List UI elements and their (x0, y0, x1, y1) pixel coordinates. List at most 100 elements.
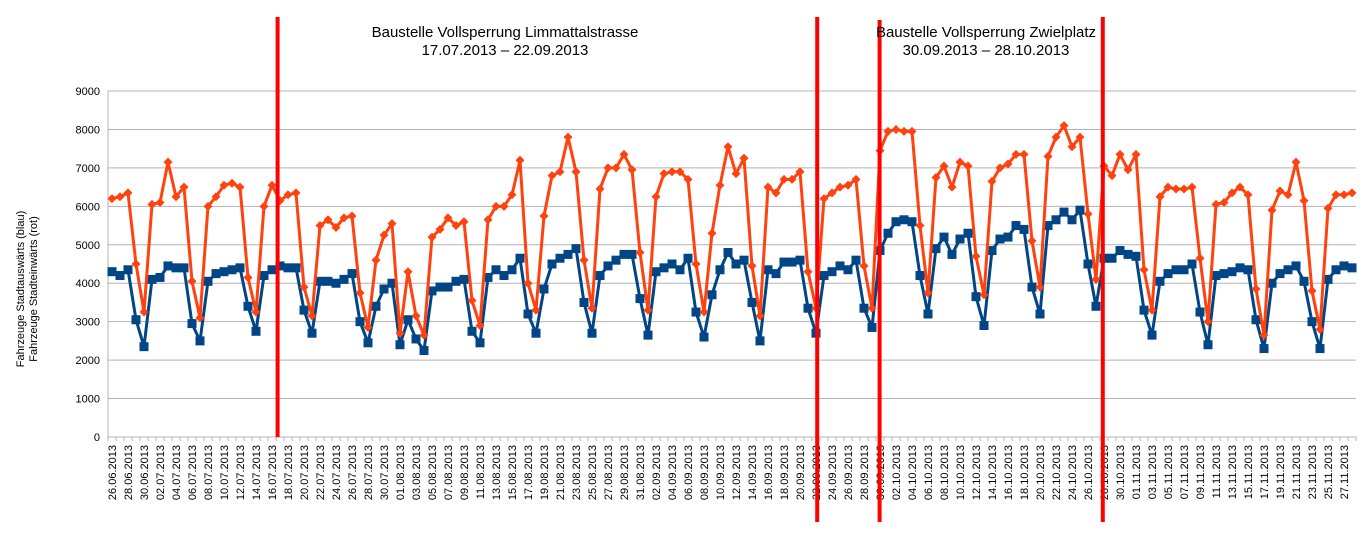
data-point (299, 282, 309, 292)
data-point (1219, 197, 1229, 207)
data-point (171, 263, 181, 273)
data-point (731, 259, 741, 269)
data-point (1179, 265, 1189, 275)
data-point (787, 174, 797, 184)
data-point (643, 330, 653, 340)
data-point (819, 271, 829, 281)
data-point (883, 126, 893, 136)
data-point (1163, 182, 1173, 192)
x-tick-label: 12.09.2013 (731, 445, 743, 500)
data-point (219, 180, 229, 190)
x-tick-label: 24.07.2013 (331, 445, 343, 500)
data-point (291, 263, 301, 273)
data-point (1283, 190, 1293, 200)
series-1 (107, 205, 1357, 355)
data-point (651, 192, 661, 202)
data-point (347, 211, 357, 221)
data-point (123, 188, 133, 198)
x-tick-label: 07.08.2013 (443, 445, 455, 500)
data-point (499, 201, 509, 211)
data-point (587, 303, 597, 313)
data-point (1123, 249, 1133, 259)
y-tick-label: 8000 (76, 124, 100, 136)
data-point (107, 194, 117, 204)
data-point (659, 263, 669, 273)
data-point (131, 315, 141, 325)
data-point (451, 221, 461, 231)
data-point (203, 201, 213, 211)
data-point (1011, 221, 1021, 231)
data-point (867, 303, 877, 313)
x-tick-label: 09.08.2013 (459, 445, 471, 500)
data-point (195, 313, 205, 323)
x-tick-label: 25.08.2013 (587, 445, 599, 500)
data-point (667, 167, 677, 177)
data-point (827, 188, 837, 198)
data-point (931, 173, 941, 182)
x-tick-label: 27.08.2013 (603, 445, 615, 500)
data-point (307, 328, 317, 338)
data-point (963, 161, 973, 171)
data-point (675, 265, 685, 275)
data-point (315, 276, 325, 286)
data-point (1139, 305, 1149, 315)
data-point (859, 261, 869, 271)
data-point (1067, 142, 1077, 152)
data-point (555, 253, 565, 263)
data-point (483, 215, 493, 225)
data-point (819, 194, 829, 204)
x-tick-label: 06.09.2013 (683, 445, 695, 500)
data-point (1227, 188, 1237, 198)
data-point (1083, 209, 1093, 219)
data-point (1291, 261, 1301, 271)
data-point (563, 249, 573, 259)
data-point (699, 307, 709, 317)
data-point (571, 244, 581, 254)
x-tick-label: 22.10.2013 (1051, 445, 1063, 500)
data-point (627, 249, 637, 259)
data-point (243, 272, 253, 282)
data-point (163, 261, 173, 271)
data-point (971, 292, 981, 302)
x-tick-label: 25.11.2013 (1323, 445, 1335, 499)
data-point (251, 307, 261, 317)
data-point (507, 190, 517, 200)
data-point (355, 317, 365, 327)
data-point (371, 301, 381, 311)
x-tick-label: 26.09.2013 (843, 445, 855, 500)
data-point (723, 247, 733, 257)
data-point (1171, 265, 1181, 275)
data-point (1211, 199, 1221, 209)
data-point (1203, 317, 1213, 327)
x-tick-label: 28.07.2013 (363, 445, 375, 500)
data-point (1107, 253, 1117, 263)
data-point (403, 267, 413, 277)
data-point (1003, 232, 1013, 242)
data-point (931, 244, 941, 254)
data-point (267, 265, 277, 275)
gridlines (108, 90, 1356, 438)
data-point (971, 251, 981, 261)
data-point (963, 228, 973, 238)
x-tick-label: 20.10.2013 (1035, 445, 1047, 500)
data-point (395, 340, 405, 350)
x-tick-label: 18.09.2013 (779, 445, 791, 500)
data-point (427, 232, 437, 242)
x-tick-label: 13.11.2013 (1227, 445, 1239, 499)
annotation-2-range: 30.09.2013 – 28.10.2013 (903, 42, 1070, 59)
data-point (115, 192, 125, 202)
x-tick-label: 01.11.2013 (1131, 445, 1143, 499)
data-point (579, 297, 589, 307)
data-point (187, 319, 197, 329)
data-point (683, 253, 693, 263)
data-point (459, 217, 469, 227)
x-tick-label: 22.07.2013 (315, 445, 327, 500)
data-point (1243, 265, 1253, 275)
data-point (995, 163, 1005, 173)
y-tick-label: 7000 (76, 163, 100, 175)
data-point (1091, 274, 1101, 284)
data-point (491, 265, 501, 275)
data-point (987, 176, 997, 186)
x-tick-label: 15.11.2013 (1243, 445, 1255, 499)
